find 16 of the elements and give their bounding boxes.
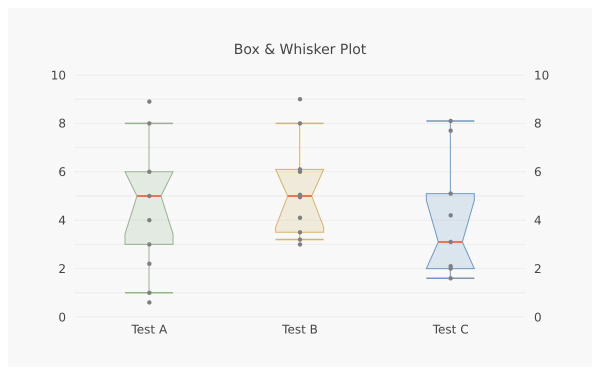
y2-tick-label: 6 (534, 165, 542, 180)
y-tick-label: 0 (58, 310, 66, 324)
y2-tick-label: 0 (534, 310, 542, 324)
y-tick-label: 8 (58, 116, 66, 131)
y2-tick-label: 10 (534, 68, 550, 82)
x-tick-label: Test A (130, 322, 168, 337)
y2-tick-label: 4 (534, 213, 542, 228)
chart-title: Box & Whisker Plot (232, 42, 368, 58)
y-tick-label: 2 (58, 262, 66, 276)
y2-tick-label: 2 (534, 262, 542, 276)
y-tick-label: 6 (58, 165, 66, 180)
y2-tick-label: 8 (534, 116, 542, 131)
x-tick-label: Test B (281, 322, 318, 337)
x-tick-label: Test C (432, 322, 469, 337)
y-tick-label: 10 (50, 68, 66, 82)
y-tick-label: 4 (58, 213, 66, 228)
